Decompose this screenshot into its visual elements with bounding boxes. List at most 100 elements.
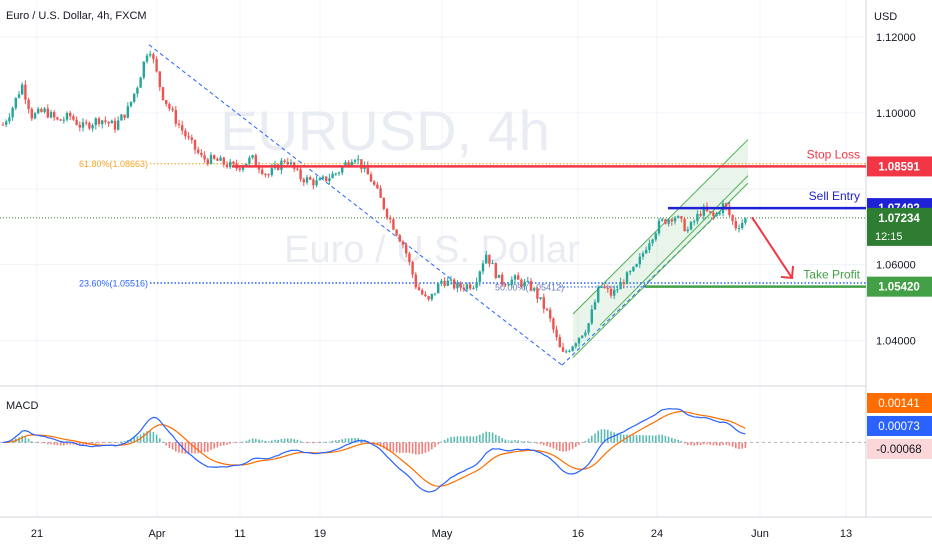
bullish-candle (129, 101, 133, 107)
bearish-candle (728, 206, 731, 216)
bearish-candle (731, 215, 734, 222)
macd-pane: 0.00141 0.00073 -0.00068 (0, 393, 932, 493)
macd-histogram-bar (338, 440, 340, 443)
macd-histogram-bar (623, 434, 625, 443)
macd-histogram-bar (200, 442, 203, 453)
macd-histogram-bar (491, 432, 494, 443)
macd-histogram-bar (466, 436, 468, 443)
bearish-candle (161, 87, 165, 101)
bullish-candle (334, 173, 337, 175)
bullish-candle (219, 157, 222, 161)
bullish-candle (91, 125, 94, 129)
bullish-candle (117, 120, 120, 130)
bullish-candle (657, 220, 661, 234)
macd-histogram-bar (309, 442, 311, 444)
price-axis[interactable]: 1.120001.100001.060001.040001.085911.074… (867, 32, 932, 348)
macd-histogram-bar (635, 435, 638, 443)
macd-histogram-bar (571, 442, 574, 449)
symbol-title[interactable]: Euro / U.S. Dollar, 4h, FXCM (6, 10, 147, 22)
bullish-candle (81, 122, 85, 128)
macd-histogram-bar (671, 437, 673, 443)
bullish-candle (568, 350, 571, 352)
bearish-candle (376, 184, 379, 189)
bearish-candle (453, 279, 456, 289)
current-price-tag-box[interactable] (867, 207, 932, 246)
bullish-candle (328, 178, 331, 182)
macd-histogram-bar (53, 442, 55, 445)
bullish-candle (133, 93, 136, 102)
bullish-candle (648, 243, 651, 250)
bearish-candle (517, 275, 520, 280)
macd-histogram-bar (395, 442, 398, 453)
bearish-candle (414, 274, 417, 288)
macd-histogram-bar (101, 442, 103, 444)
macd-histogram-bar (107, 442, 110, 444)
macd-histogram-bar (187, 442, 190, 454)
macd-title[interactable]: MACD (6, 400, 38, 412)
macd-histogram-bar (203, 442, 206, 453)
macd-histogram-bar (219, 442, 222, 446)
macd-histogram-bar (303, 442, 305, 443)
macd-histogram-bar (591, 435, 593, 443)
bearish-candle (401, 241, 405, 245)
macd-histogram-bar (578, 442, 580, 445)
bullish-candle (654, 233, 657, 240)
stop-loss-price-tag-box[interactable] (867, 156, 932, 177)
macd-histogram-bar (511, 440, 513, 443)
macd-histogram-bar (280, 438, 283, 443)
bullish-candle (645, 249, 648, 254)
macd-histogram-bar (59, 442, 62, 446)
bearish-candle (174, 110, 177, 124)
macd-histogram-bar (261, 440, 263, 443)
macd-histogram-bar (191, 442, 193, 454)
macd-histogram-bar (527, 441, 529, 443)
bullish-candle (667, 219, 670, 224)
bearish-candle (168, 103, 171, 109)
bullish-candle (49, 112, 53, 118)
macd-histogram-bar (312, 442, 315, 444)
macd-histogram-bar (40, 442, 43, 444)
macd-histogram-bar (648, 435, 651, 443)
macd-histogram-bar (575, 442, 577, 447)
stop-loss-label: Stop Loss (807, 147, 860, 161)
macd-histogram-bar (229, 442, 231, 444)
bullish-candle (341, 166, 344, 173)
bearish-candle (552, 318, 555, 330)
bullish-candle (440, 280, 443, 284)
macd-histogram-bar (117, 442, 119, 444)
bullish-candle (475, 281, 478, 288)
macd-histogram-bar (287, 438, 289, 443)
bearish-candle (69, 112, 72, 117)
bearish-candle (549, 309, 552, 319)
bullish-candle (597, 287, 600, 303)
macd-histogram-bar (168, 442, 171, 448)
bullish-candle (590, 309, 593, 324)
macd-histogram-bar (245, 440, 247, 443)
bearish-candle (85, 122, 88, 124)
macd-histogram-bar (709, 442, 711, 445)
macd-histogram-bar (703, 442, 705, 445)
bullish-candle (209, 155, 213, 164)
macd-histogram-bar (479, 434, 481, 443)
bearish-candle (200, 152, 203, 156)
bearish-candle (405, 244, 408, 254)
bullish-candle (21, 84, 24, 95)
time-tick-label: Apr (148, 528, 165, 540)
bearish-candle (187, 136, 190, 138)
bullish-candle (677, 216, 680, 218)
macd-histogram-bar (456, 436, 459, 443)
price-tick-label: 1.12000 (876, 32, 916, 44)
bullish-candle (584, 332, 587, 336)
bullish-candle (120, 114, 123, 121)
bullish-candle (37, 108, 40, 114)
macd-histogram-bar (530, 442, 532, 443)
bullish-candle (5, 121, 8, 125)
take-profit-price-tag-box[interactable] (867, 276, 932, 297)
macd-histogram-bar (744, 442, 747, 448)
macd-histogram-bar (725, 442, 727, 445)
macd-histogram-bar (315, 442, 318, 444)
bearish-candle (193, 139, 197, 150)
time-axis[interactable]: 21 Apr 11 19 May 16 24 Jun 13 (31, 528, 852, 540)
bearish-candle (177, 123, 181, 126)
